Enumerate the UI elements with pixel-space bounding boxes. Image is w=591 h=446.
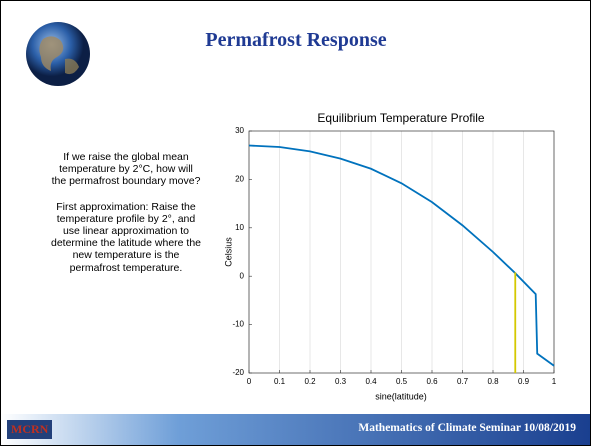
y-tick-label: 0 — [240, 271, 245, 280]
text-block: If we raise the global mean temperature … — [51, 151, 201, 288]
chart: Equilibrium Temperature Profile sine(lat… — [223, 111, 557, 401]
footer-text: Mathematics of Climate Seminar 10/08/201… — [358, 422, 576, 434]
slide-title: Permafrost Response — [205, 29, 387, 51]
x-tick-label: 0.4 — [365, 377, 377, 386]
x-tick-label: 0.6 — [426, 377, 438, 386]
y-tick-label: 20 — [235, 175, 244, 184]
x-tick-label: 1 — [552, 377, 557, 386]
x-tick-label: 0.7 — [457, 377, 469, 386]
x-tick-label: 0.9 — [518, 377, 530, 386]
y-tick-label: 30 — [235, 126, 244, 135]
earth-icon — [26, 22, 90, 86]
y-tick-label: -10 — [232, 320, 244, 329]
paragraph: If we raise the global mean temperature … — [51, 151, 201, 188]
x-tick-label: 0 — [247, 377, 252, 386]
line-series — [248, 144, 555, 367]
plot-frame — [248, 130, 555, 374]
x-tick-label: 0.5 — [396, 377, 408, 386]
logo: MCRN — [7, 420, 53, 439]
x-axis-label: sine(latitude) — [375, 391, 427, 401]
x-tick-label: 0.3 — [335, 377, 347, 386]
paragraph: First approximation: Raise the temperatu… — [51, 201, 202, 274]
y-tick-label: 10 — [235, 223, 244, 232]
x-tick-label: 0.8 — [487, 377, 499, 386]
y-axis-label: Celsius — [223, 237, 233, 267]
x-tick-label: 0.1 — [274, 377, 286, 386]
y-tick-label: -20 — [232, 368, 244, 377]
footer: MCRN Mathematics of Climate Seminar 10/0… — [1, 414, 590, 445]
chart-title: Equilibrium Temperature Profile — [317, 111, 485, 125]
x-tick-label: 0.2 — [304, 377, 316, 386]
